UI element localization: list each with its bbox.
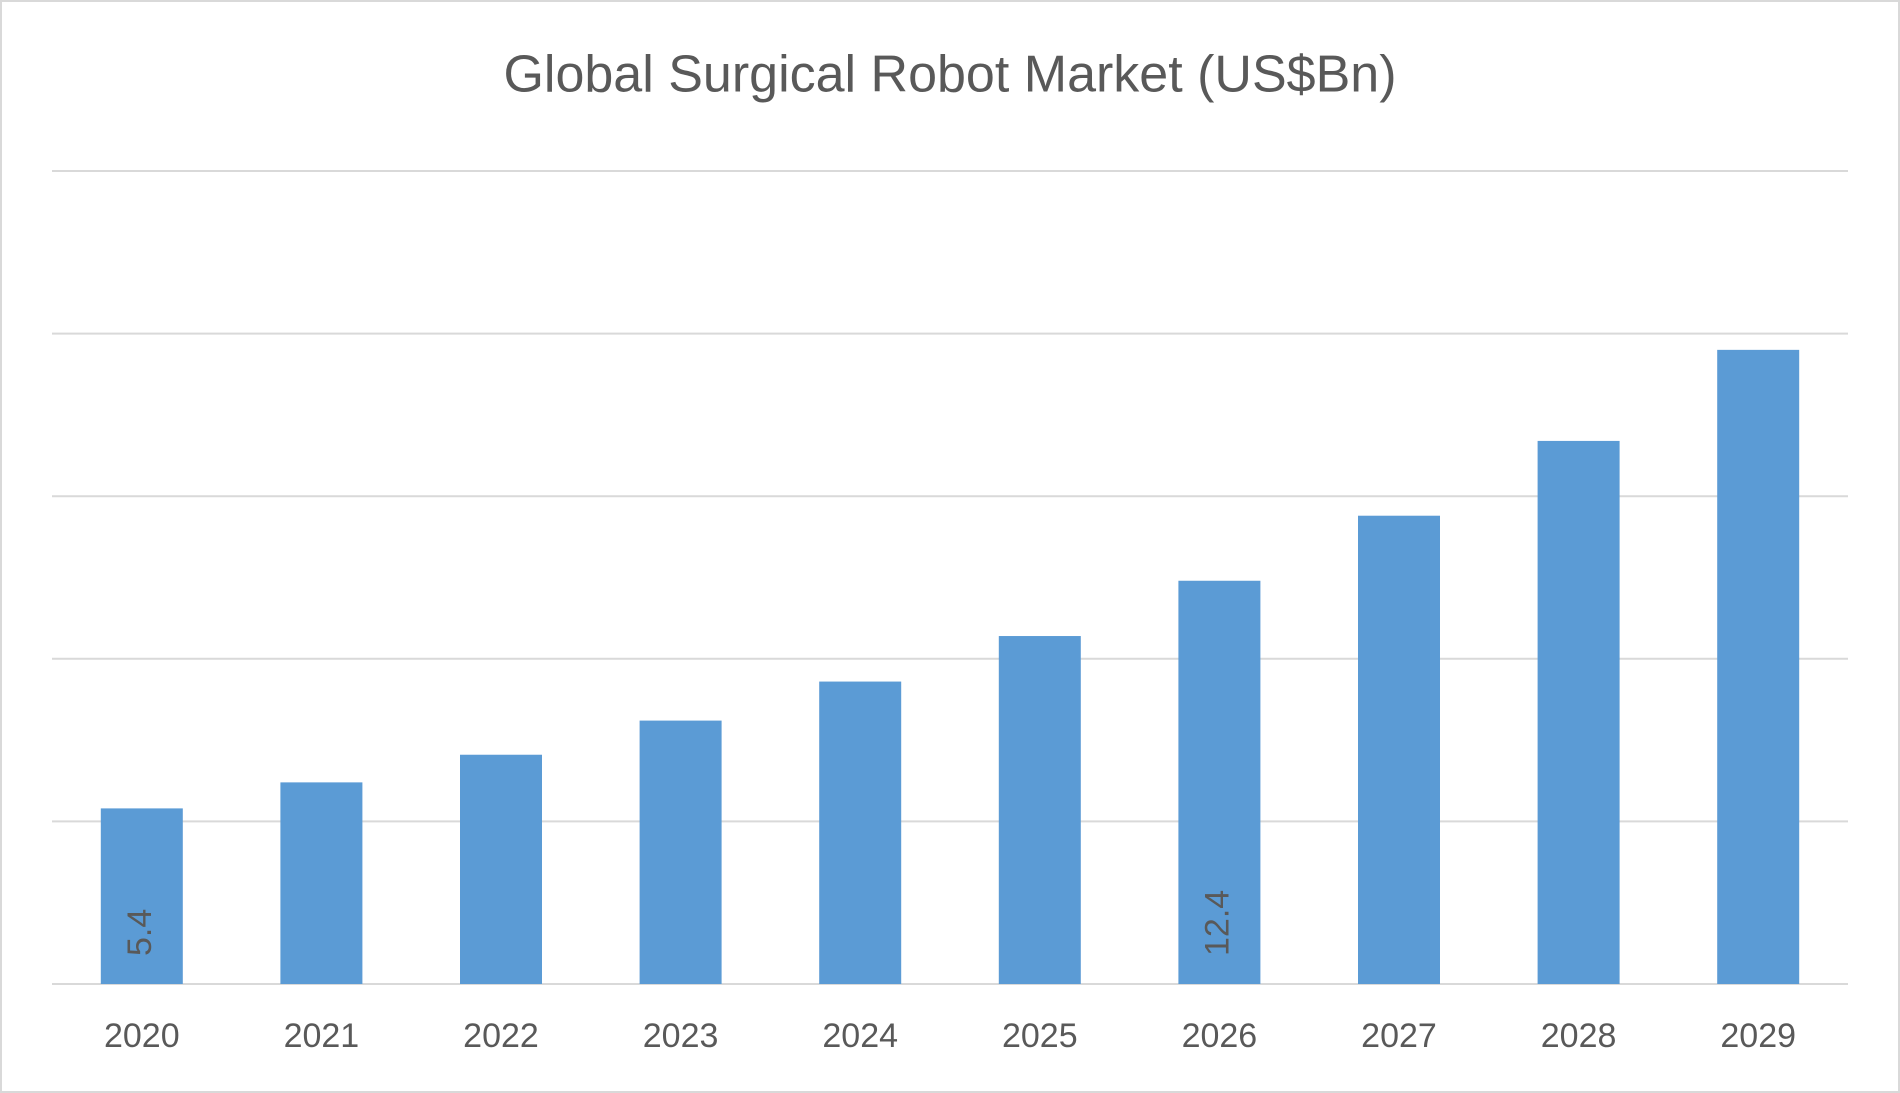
value-label: 12.4 <box>1198 890 1236 956</box>
chart-title: Global Surgical Robot Market (US$Bn) <box>503 46 1396 104</box>
x-tick-label: 2023 <box>643 1017 719 1055</box>
x-tick-label: 2027 <box>1361 1017 1437 1055</box>
x-tick-label: 2025 <box>1002 1017 1078 1055</box>
x-tick-label: 2020 <box>104 1017 180 1055</box>
bar <box>639 720 722 984</box>
x-tick-label: 2028 <box>1541 1017 1617 1055</box>
bar <box>1358 515 1440 984</box>
x-tick-label: 2029 <box>1720 1017 1796 1055</box>
bar <box>100 808 183 984</box>
x-tick-label: 2021 <box>284 1017 360 1055</box>
bar <box>1537 440 1620 984</box>
bar <box>1178 580 1261 984</box>
bar <box>819 681 902 984</box>
bar <box>1717 349 1800 984</box>
x-tick-label: 2026 <box>1182 1017 1258 1055</box>
bar <box>460 754 542 984</box>
bar <box>998 636 1081 984</box>
x-tick-label: 2024 <box>822 1017 898 1055</box>
x-tick-label: 2022 <box>463 1017 539 1055</box>
value-label: 5.4 <box>121 909 159 956</box>
bar <box>280 782 363 984</box>
